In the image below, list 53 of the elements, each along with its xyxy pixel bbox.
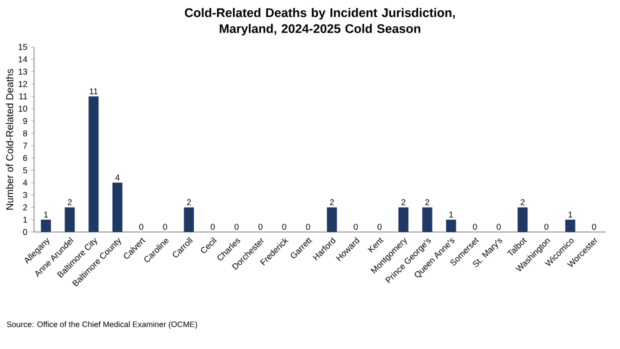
y-tick-label: 5 bbox=[23, 167, 28, 174]
bar bbox=[112, 182, 122, 232]
data-label: 1 bbox=[449, 212, 454, 218]
bar bbox=[64, 207, 75, 232]
y-tick-label: 9 bbox=[23, 118, 28, 124]
data-label: 0 bbox=[354, 224, 358, 230]
chart-title: Cold-Related Deaths by Incident Jurisdiction, Maryland, 2024-2025 Cold Season bbox=[184, 8, 455, 36]
y-tick-label: 12 bbox=[18, 81, 28, 87]
data-label: 0 bbox=[592, 224, 596, 230]
bar bbox=[446, 220, 456, 232]
data-label: 0 bbox=[496, 224, 501, 230]
data-label: 2 bbox=[186, 199, 191, 206]
data-label: 2 bbox=[68, 199, 72, 206]
bar bbox=[422, 207, 432, 232]
y-tick-label: 6 bbox=[23, 155, 28, 161]
data-label: 0 bbox=[163, 224, 168, 230]
y-tick-label: 2 bbox=[23, 204, 28, 210]
y-tick-label: 0 bbox=[23, 229, 28, 235]
bar bbox=[398, 207, 408, 232]
data-label: 0 bbox=[258, 224, 262, 230]
bar bbox=[184, 207, 194, 232]
data-label: 4 bbox=[115, 174, 120, 180]
bar bbox=[326, 207, 337, 232]
data-label: 0 bbox=[139, 224, 144, 230]
data-label: 2 bbox=[330, 199, 334, 206]
y-axis-title: Number of Cold-Related Deaths bbox=[6, 69, 14, 210]
y-tick-label: 13 bbox=[18, 68, 28, 75]
y-tick-label: 3 bbox=[23, 192, 28, 198]
data-label: 1 bbox=[44, 212, 48, 218]
y-tick-label: 4 bbox=[22, 180, 28, 186]
data-label: 0 bbox=[378, 224, 382, 230]
y-tick-label: 7 bbox=[23, 142, 28, 149]
data-label: 11 bbox=[90, 88, 98, 94]
data-label: 2 bbox=[520, 199, 525, 206]
data-label: 1 bbox=[568, 212, 572, 218]
y-tick-label: 14 bbox=[18, 56, 28, 62]
data-label: 0 bbox=[282, 224, 286, 230]
y-tick-label: 1 bbox=[23, 216, 28, 223]
data-label: 0 bbox=[544, 224, 548, 230]
data-label: 0 bbox=[472, 224, 477, 230]
bar bbox=[565, 220, 576, 232]
bar bbox=[88, 96, 99, 232]
data-label: 0 bbox=[210, 224, 215, 230]
data-label: 2 bbox=[401, 199, 406, 206]
data-label: 0 bbox=[306, 224, 310, 230]
bar bbox=[518, 207, 528, 232]
data-label: 2 bbox=[425, 199, 430, 206]
y-tick-label: 10 bbox=[18, 106, 28, 112]
data-label: 0 bbox=[234, 224, 239, 230]
y-tick-label: 11 bbox=[19, 93, 28, 100]
y-tick-label: 8 bbox=[23, 130, 28, 136]
y-tick-label: 15 bbox=[18, 44, 28, 50]
bar bbox=[40, 220, 51, 232]
